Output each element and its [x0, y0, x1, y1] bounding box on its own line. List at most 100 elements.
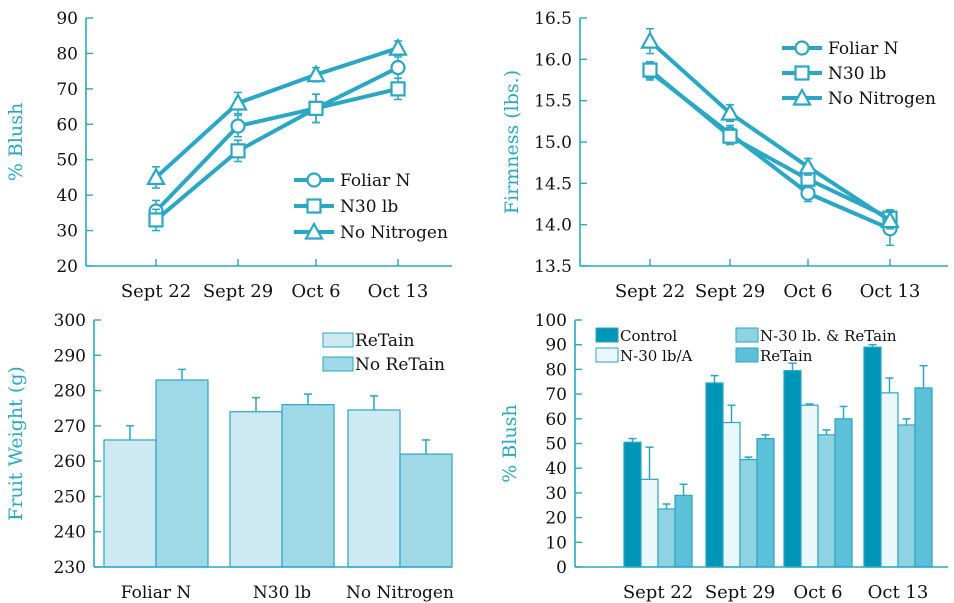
y-tick-label: 15.0 [534, 133, 572, 153]
legend-label: N-30 lb. & ReTain [760, 327, 897, 345]
y-tick-label: 70 [56, 80, 78, 100]
legend-label: No ReTain [355, 355, 445, 375]
legend-label: N30 lb [340, 197, 398, 217]
data-point-n30-lb [722, 128, 738, 144]
y-tick-label: 80 [56, 44, 78, 64]
bar-retain-no-nitrogen [347, 409, 401, 568]
legend-entry-n30-lb: N30 lb [782, 64, 886, 84]
x-tick-label: Sept 22 [615, 281, 685, 302]
bar-control-sept-22 [623, 441, 642, 568]
legend-marker-circle [794, 40, 810, 56]
x-tick-label: Sept 29 [203, 281, 273, 302]
legend-entry-retain: ReTain [735, 347, 813, 365]
x-tick-label: Foliar N [121, 583, 192, 603]
data-point-no-nitrogen [146, 167, 166, 186]
y-tick-label: 70 [545, 385, 567, 405]
series-no-nitrogen [146, 37, 408, 189]
data-point-foliar-n [230, 118, 246, 134]
y-tick-label: 50 [56, 151, 78, 171]
y-tick-label: 250 [54, 487, 86, 507]
bar-control-oct-6 [783, 370, 802, 568]
legend-label: No Nitrogen [340, 223, 448, 243]
x-tick-label: Sept 29 [695, 281, 765, 302]
data-point-n30-lb [308, 100, 324, 116]
x-tick-label: Oct 13 [368, 281, 429, 302]
y-tick-label: 13.5 [534, 257, 572, 277]
legend-entry-no-retain: No ReTain [322, 355, 445, 375]
series-line-no-nitrogen [154, 46, 399, 179]
data-point-no-nitrogen [640, 30, 660, 49]
series-line-no-nitrogen [648, 39, 892, 223]
data-point-no-nitrogen [388, 37, 408, 56]
y-tick-label: 270 [54, 417, 86, 437]
x-tick-label: Oct 6 [291, 281, 340, 302]
legend-entry-no-nitrogen: No Nitrogen [782, 87, 936, 109]
bar-control-oct-13 [863, 346, 882, 568]
series-line-foliar-n [154, 65, 399, 213]
legend-label: Control [620, 327, 677, 345]
legend-entry-foliar-n: Foliar N [294, 171, 411, 191]
data-point-no-nitrogen [720, 102, 740, 121]
legend-swatch [595, 327, 619, 343]
y-tick-label: 30 [545, 484, 567, 504]
legend-label: N-30 lb/A [620, 347, 693, 365]
legend-entry-n-30-lb-a: N-30 lb/A [595, 347, 693, 365]
y-tick-label: 60 [545, 410, 567, 430]
bar-n-30-lb-retain-sept-29 [739, 458, 758, 568]
legend-entry-n-30-lb-retain: N-30 lb. & ReTain [735, 327, 897, 345]
y-tick-label: 16.5 [534, 9, 572, 29]
series-n30-lb [642, 61, 898, 228]
y-tick-label: 14.5 [534, 174, 572, 194]
legend-entry-retain: ReTain [322, 331, 414, 351]
y-tick-label: 40 [56, 186, 78, 206]
bar-retain-sept-22 [674, 494, 693, 568]
series-line-n30-lb [648, 68, 891, 220]
legend-swatch [735, 347, 759, 363]
data-point-no-nitrogen [798, 156, 818, 175]
legend-swatch [735, 327, 759, 343]
y-tick-label: 40 [545, 459, 567, 479]
y-tick-label: 230 [54, 558, 86, 578]
legend-marker-triangle [304, 221, 324, 240]
bar-n-30-lb-a-sept-22 [640, 478, 659, 568]
y-tick-label: 60 [56, 115, 78, 135]
legend-label: N30 lb [828, 64, 886, 84]
data-point-foliar-n [390, 59, 406, 76]
data-point-no-nitrogen [306, 64, 326, 83]
y-tick-label: 50 [545, 435, 567, 455]
legend-label: ReTain [355, 331, 414, 351]
series-no-nitrogen [640, 27, 900, 230]
x-tick-label: Sept 22 [121, 281, 191, 302]
y-tick-label: 30 [56, 222, 78, 242]
panel-top-left-blush-line-chart: 20 30 40 50 60 70 80 90 % Blush Sept 22 Sept 29 Oct… [5, 9, 452, 302]
y-tick-label: 300 [54, 311, 86, 331]
x-tick-label: Oct 13 [860, 281, 921, 302]
y-axis-title: % Blush [499, 404, 521, 482]
bar-n-30-lb-retain-oct-13 [897, 424, 916, 568]
bar-n-30-lb-retain-sept-22 [657, 508, 676, 568]
data-point-n30-lb [230, 143, 246, 159]
y-axis-title: Firmness (lbs.) [501, 70, 523, 214]
y-tick-label: 10 [545, 533, 567, 553]
legend-marker-triangle [792, 87, 812, 106]
data-point-no-nitrogen [228, 92, 248, 111]
data-point-foliar-n [800, 185, 816, 201]
bar-retain-oct-13 [914, 387, 933, 568]
y-tick-label: 240 [54, 523, 86, 543]
y-tick-label: 80 [545, 360, 567, 380]
y-tick-label: 280 [54, 382, 86, 402]
data-point-n30-lb [642, 62, 658, 78]
y-tick-label: 20 [56, 257, 78, 277]
y-tick-label: 15.5 [534, 92, 572, 112]
data-point-n30-lb [390, 81, 406, 97]
bar-n-30-lb-retain-oct-6 [817, 434, 836, 568]
legend-swatch [322, 332, 354, 348]
panel-top-right-firmness-line-chart: 13.5 14.0 14.5 15.0 15.5 16.0 16.5 Firmness (lb… [501, 9, 948, 302]
data-point-n30-lb [148, 212, 164, 228]
legend-marker-circle [306, 172, 322, 188]
legend-swatch [322, 356, 354, 372]
y-axis-title: Fruit Weight (g) [5, 366, 27, 521]
data-point-no-nitrogen [880, 210, 900, 229]
bar-n-30-lb-a-oct-6 [800, 404, 819, 568]
